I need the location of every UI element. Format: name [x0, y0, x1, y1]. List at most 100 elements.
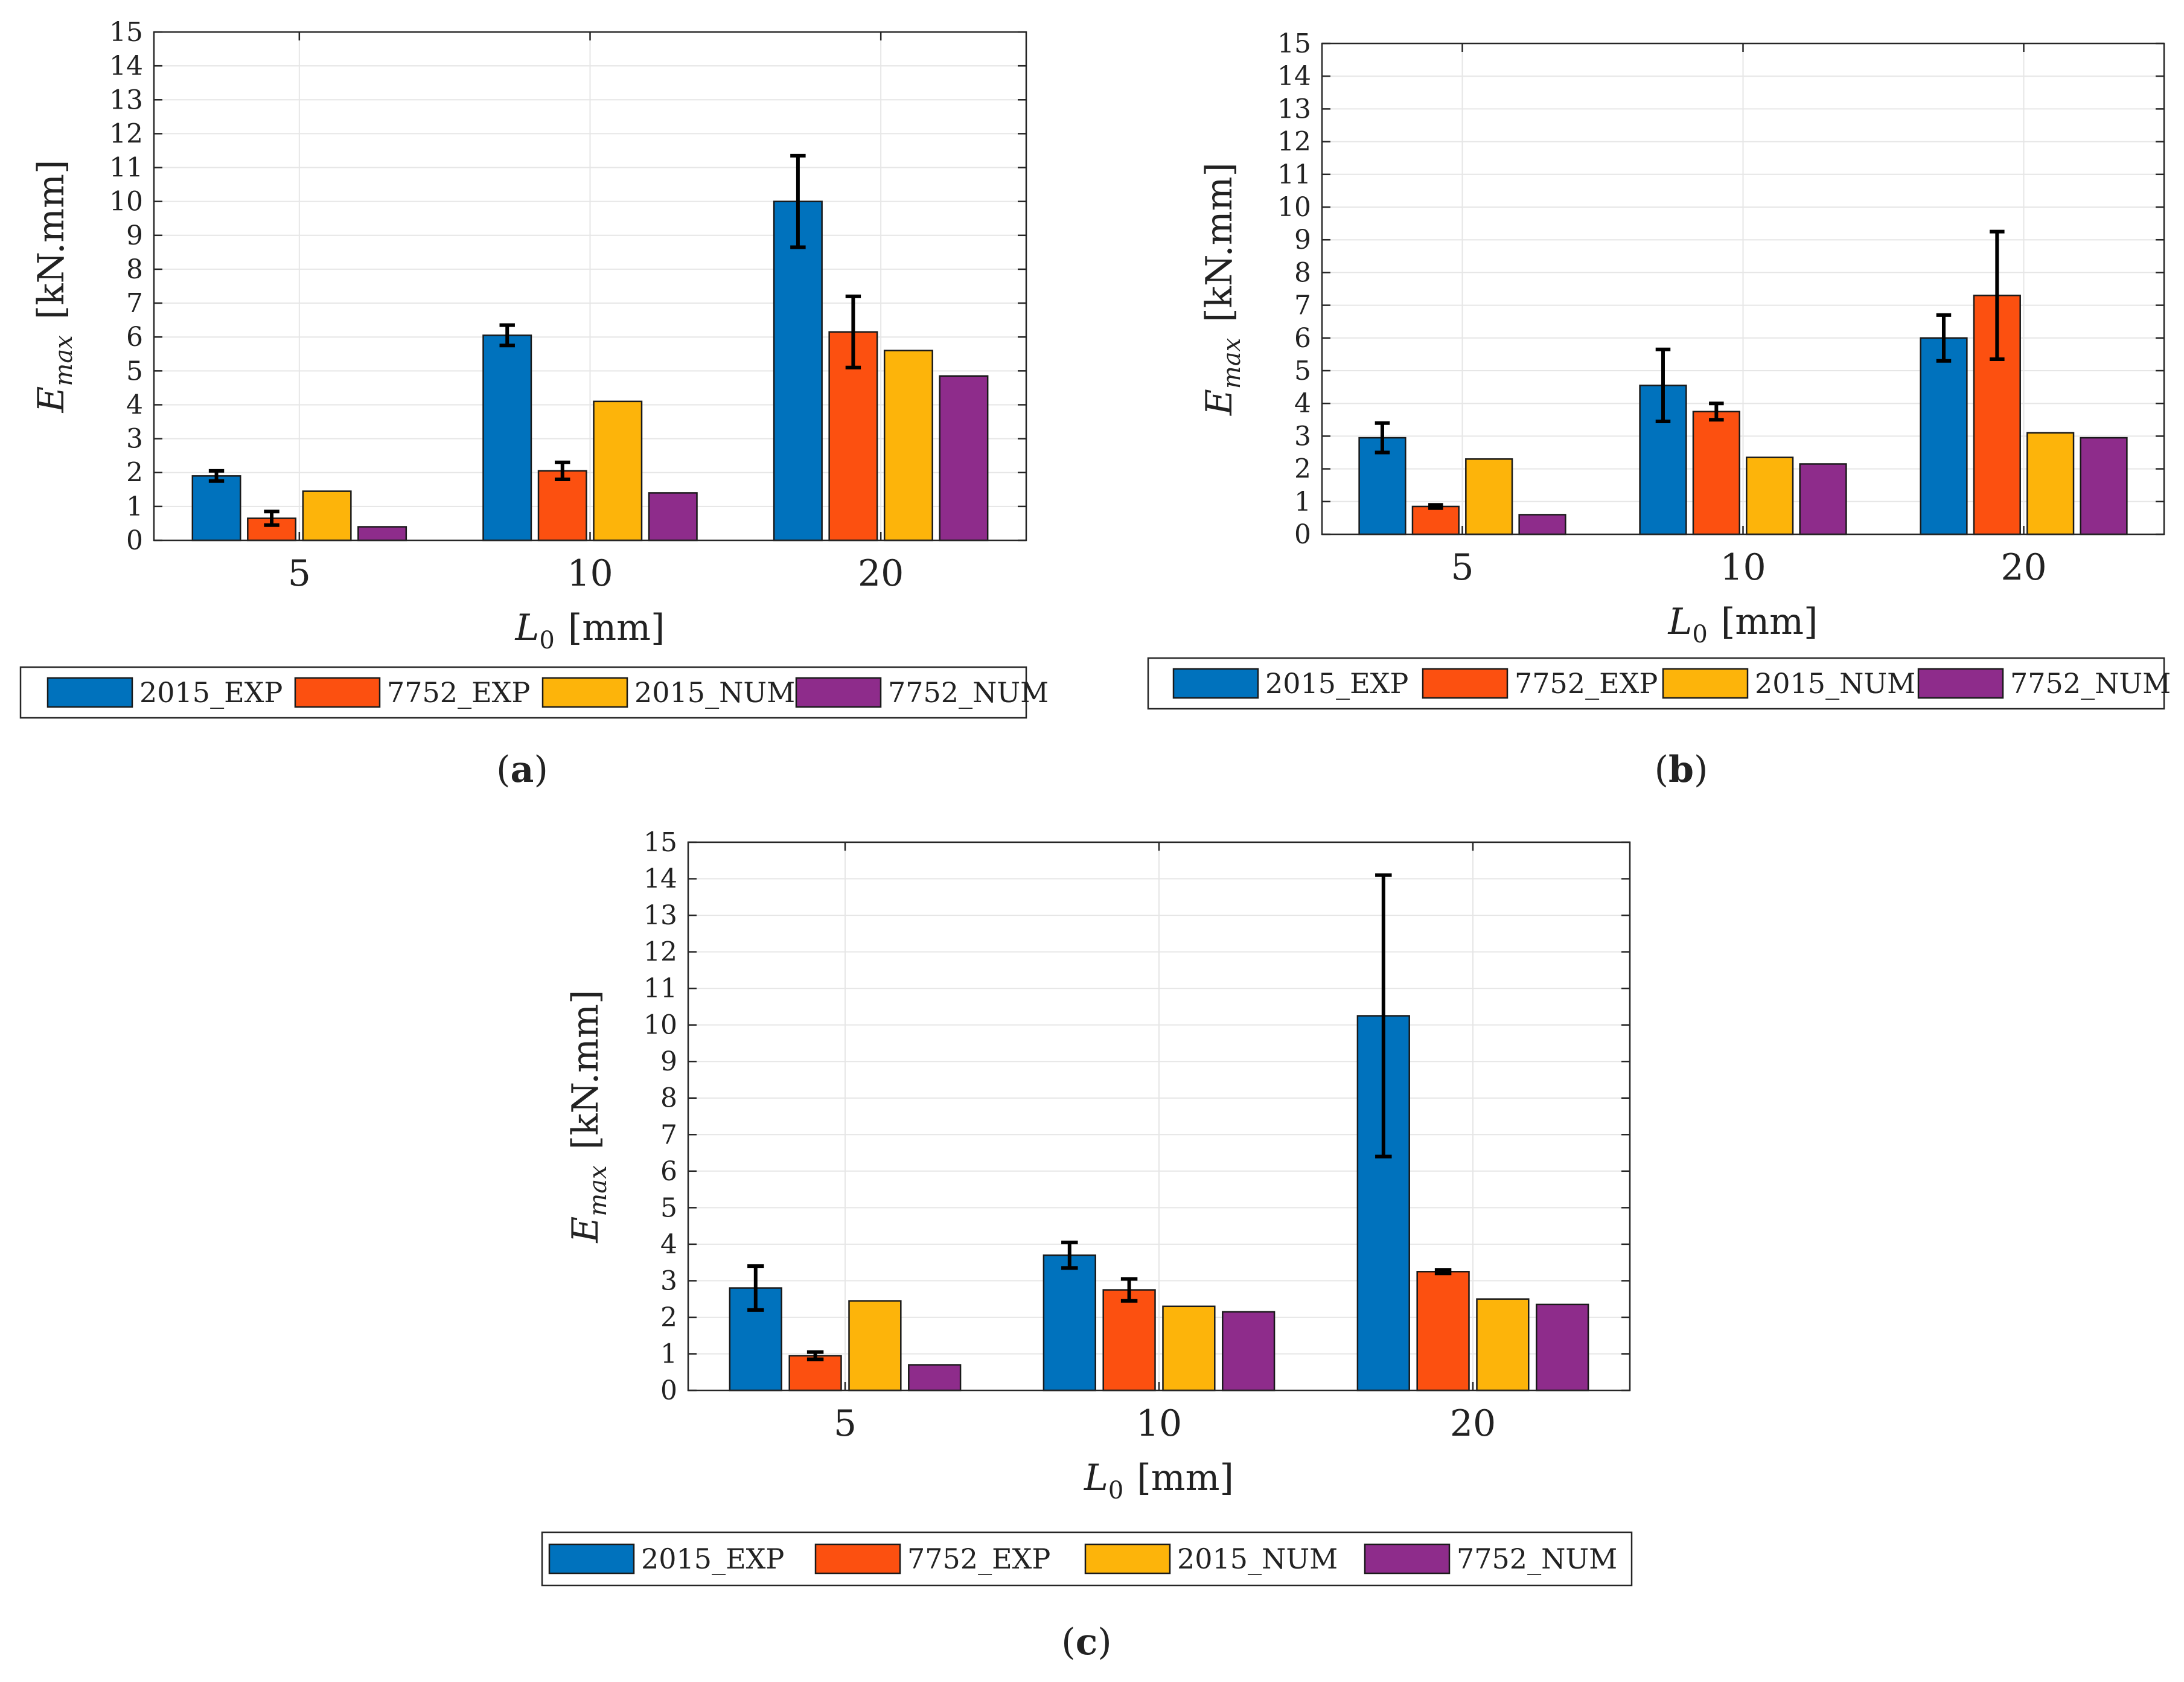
legend-label-2015_NUM: 2015_NUM — [634, 676, 795, 709]
y-tick-label: 4 — [126, 389, 143, 420]
legend: 2015_EXP 7752_EXP 2015_NUM 7752_NUM — [541, 1531, 1633, 1587]
y-tick-label: 1 — [1294, 487, 1311, 517]
y-tick-label: 8 — [126, 254, 143, 285]
caption-letter: a — [511, 749, 534, 791]
x-axis-label: L0 [mm] — [515, 607, 665, 654]
x-axis-label: L0 [mm] — [1084, 1457, 1234, 1505]
error-bar-2015_EXP-5 — [208, 468, 225, 483]
error-bar-7752_EXP-5 — [264, 510, 279, 527]
x-axis-label-main: L — [1084, 1457, 1108, 1499]
y-axis-label: Emax [kN.mm] — [564, 990, 612, 1244]
y-tick-label: 9 — [660, 1046, 677, 1077]
bar-7752_EXP-10 — [1692, 411, 1740, 536]
bar-2015_NUM-5 — [302, 490, 352, 542]
y-tick-label: 14 — [109, 51, 143, 82]
bar-7752_EXP-20 — [1416, 1271, 1470, 1392]
y-tick-label: 13 — [643, 900, 677, 931]
y-tick-label: 6 — [126, 322, 143, 353]
bar-2015_EXP-10 — [1043, 1254, 1096, 1392]
x-tick-label: 20 — [858, 552, 904, 595]
x-tick-label: 10 — [1720, 546, 1766, 589]
y-tick-label: 12 — [109, 118, 143, 149]
x-axis-label-sub: 0 — [1692, 621, 1707, 648]
panel-caption-c: (c) — [1061, 1621, 1111, 1663]
x-axis-label-sub: 0 — [1108, 1477, 1123, 1505]
y-axis-label-unit: [kN.mm] — [1198, 162, 1240, 322]
y-axis-label-main: E — [564, 1217, 607, 1244]
bar-7752_NUM-5 — [908, 1364, 962, 1392]
legend-swatch-7752_NUM — [1917, 668, 2004, 699]
legend-swatch-2015_NUM — [1662, 668, 1749, 699]
y-tick-label: 10 — [643, 1010, 677, 1041]
error-bar-7752_EXP-20 — [1434, 1268, 1452, 1276]
y-tick-label: 7 — [660, 1119, 677, 1150]
bar-2015_NUM-5 — [848, 1300, 902, 1392]
legend-swatch-2015_NUM — [541, 677, 628, 708]
x-axis-label-main: L — [515, 607, 540, 649]
y-tick-label: 13 — [1277, 94, 1311, 124]
bar-7752_EXP-5 — [1411, 505, 1460, 536]
legend-swatch-7752_EXP — [294, 677, 381, 708]
y-tick-label: 5 — [1294, 356, 1311, 386]
y-tick-label: 3 — [126, 424, 143, 455]
x-tick-label: 20 — [1450, 1402, 1496, 1445]
y-tick-label: 9 — [1294, 225, 1311, 255]
y-tick-label: 7 — [1294, 290, 1311, 321]
y-tick-label: 11 — [643, 973, 677, 1004]
bar-7752_NUM-20 — [1536, 1303, 1589, 1392]
y-tick-label: 1 — [126, 491, 143, 522]
bar-7752_NUM-5 — [1518, 514, 1566, 536]
bar-7752_NUM-5 — [357, 526, 407, 542]
y-tick-label: 1 — [660, 1338, 677, 1369]
y-tick-label: 10 — [109, 187, 143, 217]
bar-2015_NUM-5 — [1465, 458, 1513, 536]
y-tick-label: 8 — [660, 1083, 677, 1114]
y-axis-label-main: E — [1198, 389, 1240, 416]
caption-open: ( — [1655, 749, 1668, 791]
y-tick-label: 15 — [1277, 28, 1311, 59]
caption-close: ) — [534, 749, 548, 791]
y-axis-label-sub: max — [584, 1165, 612, 1216]
bar-2015_NUM-10 — [1746, 456, 1794, 536]
y-axis-label-unit: [kN.mm] — [30, 160, 72, 320]
panel-caption-a: (a) — [496, 749, 548, 791]
x-tick-label: 5 — [288, 552, 311, 595]
caption-letter: c — [1076, 1621, 1098, 1663]
x-tick-label: 5 — [834, 1402, 857, 1445]
y-tick-label: 2 — [660, 1302, 677, 1333]
legend-label-7752_EXP: 7752_EXP — [1515, 667, 1658, 700]
legend-swatch-7752_NUM — [1364, 1543, 1451, 1575]
y-tick-label: 9 — [126, 220, 143, 251]
legend: 2015_EXP 7752_EXP 2015_NUM 7752_NUM — [1147, 657, 2171, 710]
y-tick-label: 3 — [660, 1265, 677, 1296]
bar-2015_NUM-20 — [2026, 432, 2075, 536]
bar-7752_NUM-20 — [939, 375, 989, 542]
error-bar-2015_EXP-5 — [747, 1264, 764, 1312]
bar-7752_EXP-10 — [1102, 1289, 1156, 1392]
legend-swatch-2015_EXP — [548, 1543, 635, 1575]
error-bar-2015_EXP-10 — [1061, 1240, 1078, 1270]
x-axis-label-sub: 0 — [539, 627, 554, 654]
legend-swatch-2015_EXP — [46, 677, 133, 708]
legend-label-2015_EXP: 2015_EXP — [641, 1543, 784, 1575]
y-axis-label-sub: max — [50, 335, 78, 386]
bar-2015_NUM-20 — [883, 350, 933, 542]
legend-swatch-7752_NUM — [795, 677, 882, 708]
error-bar-2015_EXP-20 — [790, 153, 806, 249]
legend-label-7752_NUM: 7752_NUM — [888, 676, 1049, 709]
error-bar-7752_EXP-10 — [555, 460, 570, 481]
x-axis-label-unit: [mm] — [568, 607, 665, 649]
y-tick-label: 12 — [1277, 127, 1311, 158]
bar-7752_NUM-10 — [1799, 463, 1847, 536]
y-tick-label: 15 — [109, 17, 143, 48]
caption-close: ) — [1097, 1621, 1111, 1663]
y-axis-label: Emax [kN.mm] — [30, 160, 78, 414]
bar-2015_EXP-5 — [191, 475, 241, 542]
x-axis-label-unit: [mm] — [1721, 601, 1818, 643]
y-tick-label: 11 — [109, 153, 143, 184]
caption-open: ( — [496, 749, 510, 791]
x-tick-label: 10 — [1136, 1402, 1182, 1445]
